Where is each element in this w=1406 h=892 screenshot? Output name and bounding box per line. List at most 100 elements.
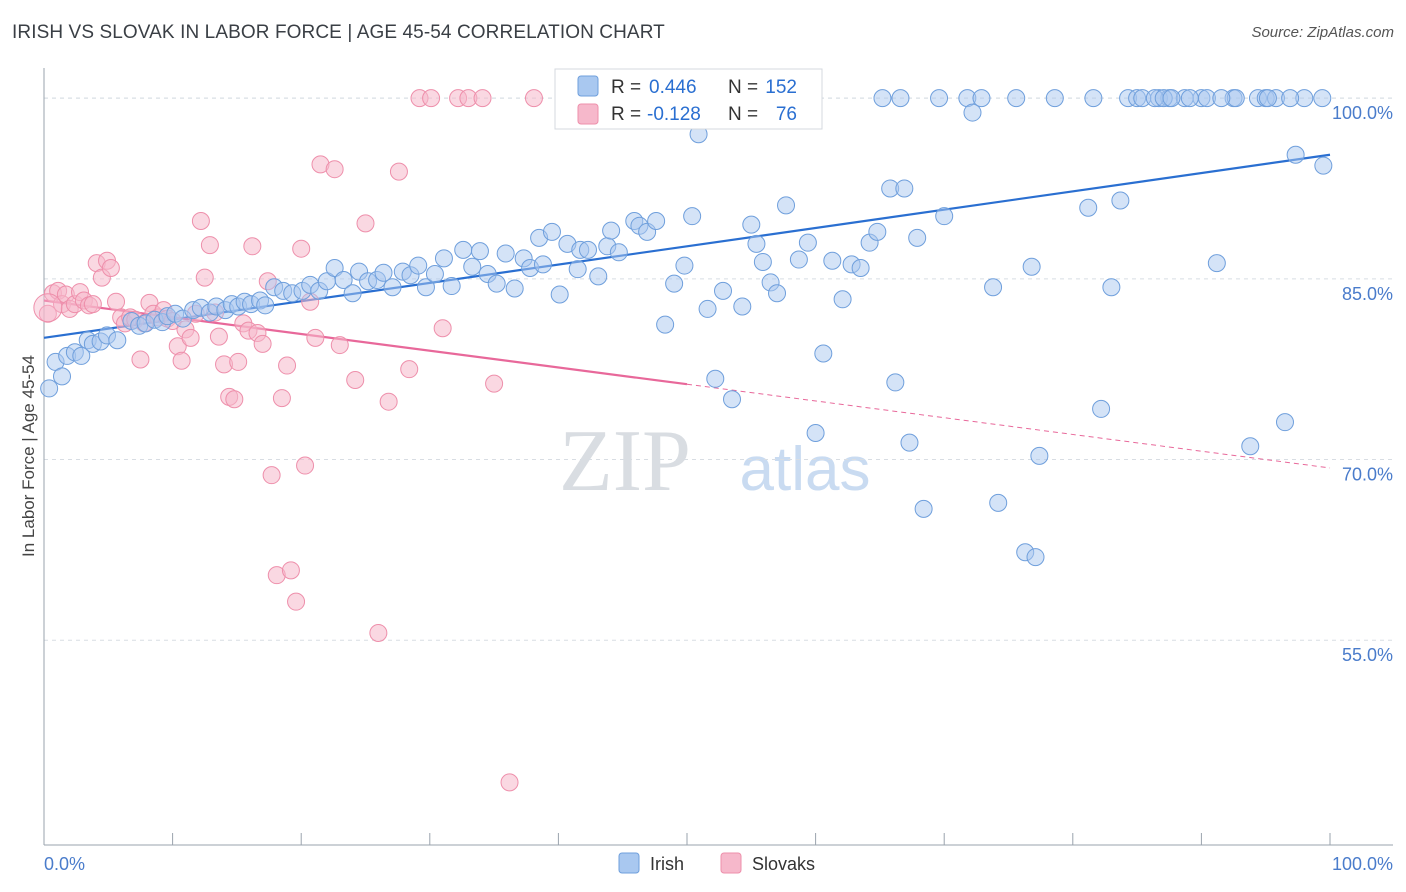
irish-point (972, 89, 991, 108)
irish-point (1007, 89, 1026, 108)
irish-point (1045, 89, 1064, 108)
slovaks-point (195, 268, 214, 287)
gridlines (44, 97, 1393, 641)
irish-point (768, 284, 787, 303)
slovaks-point (330, 336, 349, 355)
irish-point (609, 243, 628, 262)
irish-point (334, 271, 353, 290)
slovaks-point (524, 89, 543, 108)
irish-point (930, 89, 949, 108)
irish-point (53, 367, 72, 386)
irish-point (108, 331, 127, 350)
x-ticks (43, 833, 1331, 845)
irish-point (325, 258, 344, 277)
irish-point (1162, 89, 1181, 108)
slovaks-point (379, 392, 398, 411)
irish-point (578, 240, 597, 259)
slovaks-point (38, 304, 57, 323)
irish-point (753, 252, 772, 271)
irish-point (1258, 89, 1277, 108)
irish-n-label: N = (728, 77, 758, 98)
watermark-zip: ZIP (559, 413, 691, 510)
irish-point (425, 264, 444, 283)
irish-point (1084, 89, 1103, 108)
slovaks-point (191, 211, 210, 230)
irish-point (1275, 413, 1294, 432)
watermark-atlas: atlas (740, 435, 871, 504)
irish-r-value: 0.446 (649, 77, 697, 98)
irish-point (647, 211, 666, 230)
irish-point (1111, 191, 1130, 210)
irish-point (963, 103, 982, 122)
slovaks-point (500, 773, 519, 792)
irish-point (383, 278, 402, 297)
slovaks-point (473, 89, 492, 108)
slovaks-point (369, 623, 388, 642)
irish-point (1022, 257, 1041, 276)
stats-legend: R = 0.446 N = 152 R = -0.128 N = 76 (554, 68, 823, 130)
slovaks-point (272, 389, 291, 408)
series-irish-points (40, 89, 1333, 567)
irish-point (1281, 89, 1300, 108)
irish-point (714, 281, 733, 300)
slovaks-point (325, 160, 344, 179)
slovaks-point (200, 236, 219, 255)
irish-point (434, 249, 453, 268)
slovak-trend-line-dashed (686, 383, 1331, 469)
irish-point (416, 278, 435, 297)
slovaks-point (181, 328, 200, 347)
irish-point (1079, 198, 1098, 217)
irish-point (798, 233, 817, 252)
slovaks-point (292, 239, 311, 258)
slovak-n-value: 76 (776, 104, 797, 125)
slovaks-point (253, 334, 272, 353)
irish-point (602, 221, 621, 240)
chart-title: IRISH VS SLOVAK IN LABOR FORCE | AGE 45-… (12, 22, 665, 43)
irish-point (463, 257, 482, 276)
y-tick-labels: 55.0% 70.0% 85.0% 100.0% (1332, 103, 1393, 665)
irish-point (343, 284, 362, 303)
irish-point (675, 256, 694, 275)
irish-point (895, 179, 914, 198)
slovaks-point (400, 360, 419, 379)
slovaks-point (131, 350, 150, 369)
irish-point (723, 390, 742, 409)
irish-n-value: 152 (765, 77, 797, 98)
y-axis-label: In Labor Force | Age 45-54 (19, 355, 38, 557)
irish-point (1102, 278, 1121, 297)
slovaks-point (389, 162, 408, 181)
slovaks-point (296, 456, 315, 475)
irish-legend-swatch (577, 75, 599, 97)
slovaks-point (225, 390, 244, 409)
slovaks-point (262, 466, 281, 485)
irish-point (1030, 446, 1049, 465)
irish-point (814, 344, 833, 363)
irish-point (568, 260, 587, 279)
slovaks-point (433, 319, 452, 338)
irish-point (454, 240, 473, 259)
irish-point (914, 499, 933, 518)
irish-r-label: R = (611, 77, 641, 98)
irish-point (733, 297, 752, 316)
irish-point (789, 250, 808, 269)
irish-point (470, 242, 489, 261)
irish-point (1092, 399, 1111, 418)
irish-point (984, 278, 1003, 297)
legend-slovaks-label: Slovaks (752, 854, 815, 874)
irish-point (777, 196, 796, 215)
irish-point (742, 215, 761, 234)
slovaks-point (229, 352, 248, 371)
slovaks-point (485, 374, 504, 393)
slovaks-point (281, 561, 300, 580)
irish-point (908, 228, 927, 247)
irish-point (496, 244, 515, 263)
slovaks-point (83, 295, 102, 314)
irish-point (935, 207, 954, 226)
irish-point (1313, 89, 1332, 108)
x-tick-label-100: 100.0% (1332, 854, 1393, 874)
irish-point (989, 493, 1008, 512)
irish-point (542, 222, 561, 241)
slovaks-point (33, 293, 63, 323)
slovak-legend-swatch (577, 103, 599, 125)
irish-point (747, 234, 766, 253)
